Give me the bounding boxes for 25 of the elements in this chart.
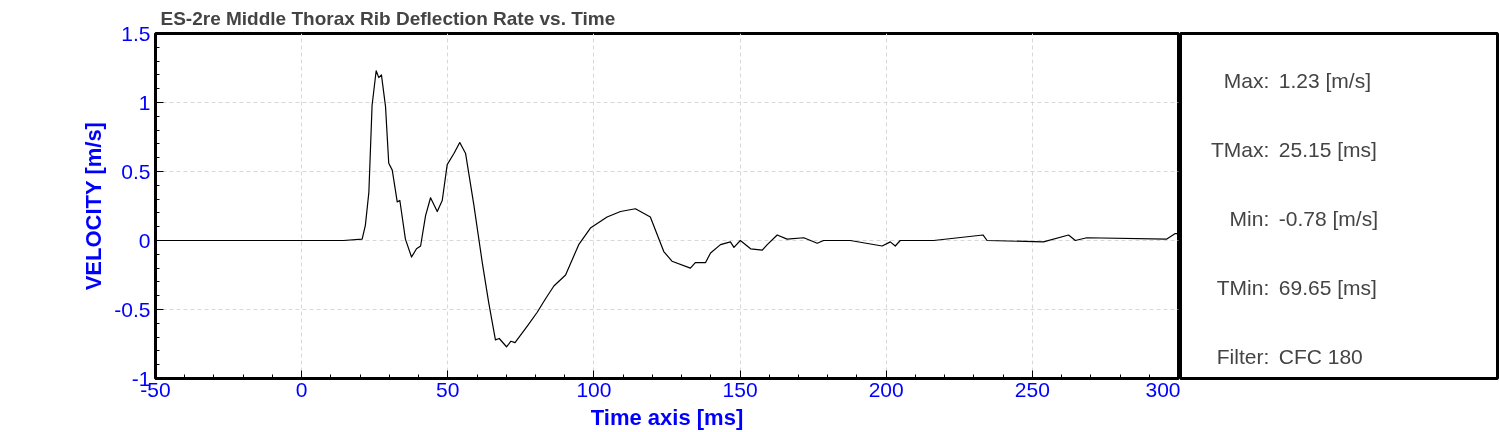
text: Filter: [1216, 344, 1270, 368]
x-tick-label: 100 [576, 377, 612, 401]
y-tick-label: 0.5 [121, 159, 151, 183]
x-tick-label: 200 [868, 377, 904, 401]
x-tick-label: 0 [295, 377, 308, 401]
x-tick-label: 150 [722, 377, 758, 401]
x-tick-label: 50 [436, 377, 460, 401]
text: 69.65 [ms] [1278, 275, 1377, 299]
y-tick-label: 1 [138, 90, 151, 114]
text: 25.15 [ms] [1278, 137, 1377, 161]
text: TMax: [1210, 137, 1270, 161]
y-tick-label: -0.5 [114, 297, 151, 321]
y-tick-label: 1.5 [121, 21, 151, 45]
text: 1.23 [m/s] [1278, 68, 1371, 92]
x-axis-title: Time axis [ms] [590, 404, 744, 430]
x-tick-label: 300 [1145, 377, 1181, 401]
y-tick-label: 0 [138, 228, 151, 252]
text: Max: [1223, 68, 1270, 92]
text: TMin: [1216, 275, 1270, 299]
text: CFC 180 [1278, 344, 1363, 368]
x-tick-label: 250 [1014, 377, 1050, 401]
chart-title: ES-2re Middle Thorax Rib Deflection Rate vs. Time [160, 7, 616, 29]
text: Min: [1229, 206, 1270, 230]
y-axis-title: VELOCITY [m/s] [81, 122, 107, 291]
text: -0.78 [m/s] [1278, 206, 1378, 230]
